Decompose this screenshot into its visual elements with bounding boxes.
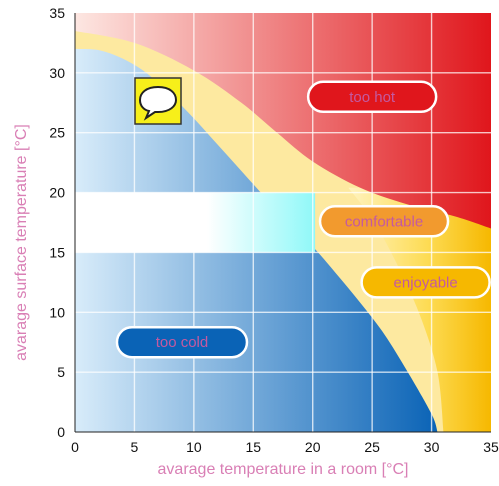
zone-label-pill <box>115 325 249 359</box>
zone-label-text: too hot <box>349 89 396 106</box>
y-tick-label: 25 <box>49 125 65 141</box>
zone-label-comfortable: comfortable <box>318 205 450 238</box>
zone-label-too-hot: too hot <box>306 80 438 114</box>
zone-label-text: too cold <box>156 334 209 351</box>
speech-bubble-glyph <box>138 85 178 121</box>
y-tick-label: 35 <box>49 5 65 21</box>
zone-label-pill <box>318 205 450 238</box>
enjoyable-zone-area <box>348 187 491 432</box>
zone-label-pill <box>306 80 438 114</box>
y-tick-label: 15 <box>49 244 65 260</box>
zone-label-enjoyable: enjoyable <box>360 266 491 299</box>
x-tick-label: 15 <box>245 439 261 455</box>
y-tick-label: 0 <box>57 424 65 440</box>
y-tick-label: 20 <box>49 185 65 201</box>
too-hot-zone-area <box>75 13 491 229</box>
x-tick-label: 10 <box>186 439 202 455</box>
x-tick-label: 25 <box>364 439 380 455</box>
zone-label-too-cold: too cold <box>115 325 249 359</box>
x-tick-label: 5 <box>131 439 139 455</box>
x-tick-label: 30 <box>424 439 440 455</box>
zone-label-text: comfortable <box>345 213 423 230</box>
y-tick-label: 10 <box>49 304 65 320</box>
x-tick-label: 20 <box>305 439 321 455</box>
neutral-band <box>75 192 316 253</box>
speech-bubble-icon[interactable] <box>134 77 182 125</box>
zone-label-text: enjoyable <box>394 274 458 291</box>
x-tick-label: 35 <box>483 439 499 455</box>
y-tick-label: 30 <box>49 65 65 81</box>
y-axis-title: avarage surface temperature [°C] <box>13 124 30 361</box>
zone-label-pill <box>360 266 491 299</box>
y-tick-label: 5 <box>57 364 65 380</box>
x-axis-title: avarage temperature in a room [°C] <box>158 461 409 478</box>
x-tick-label: 0 <box>71 439 79 455</box>
